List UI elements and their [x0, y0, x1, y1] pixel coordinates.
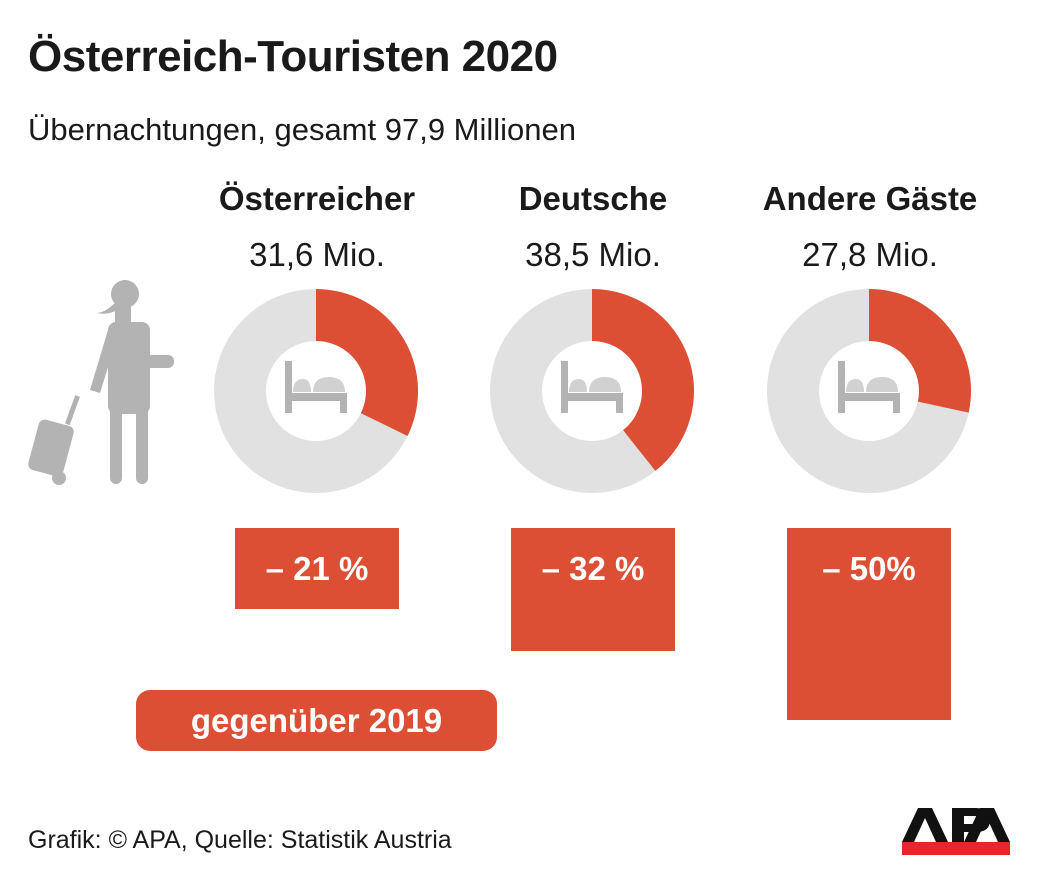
donut-slice: [869, 289, 971, 413]
bed-icon: [561, 361, 623, 413]
category-label: Österreicher: [218, 180, 416, 217]
donut-slice: [316, 289, 419, 437]
chart-title: Österreich-Touristen 2020: [28, 32, 558, 81]
value-label: 38,5 Mio.: [525, 236, 661, 273]
chart-subtitle: Übernachtungen, gesamt 97,9 Millionen: [28, 112, 577, 147]
category-label: Andere Gäste: [762, 180, 978, 217]
category-label: Deutsche: [518, 180, 668, 217]
donut-slice: [592, 289, 695, 471]
source-note: Grafik: © APA, Quelle: Statistik Austria: [28, 826, 452, 854]
bed-icon: [838, 361, 900, 413]
change-bar: – 50%: [787, 528, 951, 720]
value-label: 27,8 Mio.: [802, 236, 938, 273]
bed-icon: [285, 361, 347, 413]
change-bar: – 21 %: [235, 528, 399, 609]
change-bar: – 32 %: [511, 528, 675, 651]
value-label: 31,6 Mio.: [249, 236, 385, 273]
traveler-with-suitcase-icon: [28, 280, 174, 485]
comparison-label: gegenüber 2019: [136, 690, 497, 751]
